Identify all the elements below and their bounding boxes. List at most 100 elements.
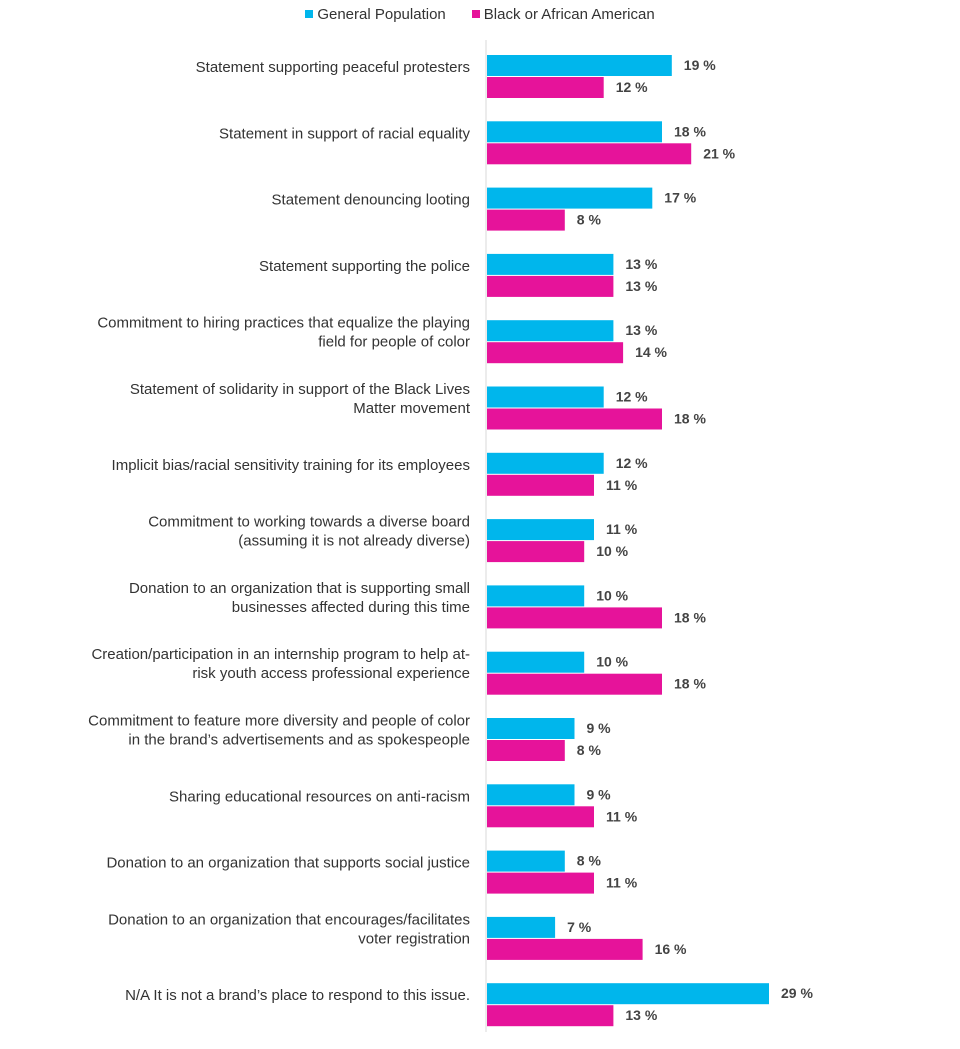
bar-general-population <box>487 718 575 739</box>
bar-general-population <box>487 784 575 806</box>
bar-black-african-american <box>487 77 604 98</box>
value-label-general-population: 17 % <box>664 190 696 206</box>
category-label: Commitment to hiring practices that equa… <box>97 315 470 351</box>
bar-black-african-american <box>487 740 565 761</box>
value-label-general-population: 12 % <box>616 455 648 471</box>
category-label-line: Statement denouncing looting <box>272 192 470 209</box>
bar-black-african-american <box>487 209 565 231</box>
value-label-black-african-american: 13 % <box>625 278 657 294</box>
category-label: Statement supporting the police <box>259 258 470 275</box>
bar-general-population <box>487 585 585 607</box>
bar-general-population <box>487 850 565 872</box>
legend-label-general-population: General Population <box>317 5 446 23</box>
value-label-general-population: 29 % <box>781 985 813 1001</box>
bar-black-african-american <box>487 408 662 430</box>
category-label: N/A It is not a brand’s place to respond… <box>125 987 470 1004</box>
category-label-line: Donation to an organization that encoura… <box>108 911 470 928</box>
value-label-black-african-american: 11 % <box>606 875 638 891</box>
category-label-line: Statement supporting peaceful protesters <box>196 59 470 76</box>
bar-general-population <box>487 651 585 673</box>
value-label-black-african-american: 8 % <box>577 742 602 758</box>
value-label-black-african-american: 13 % <box>625 1007 657 1023</box>
category-label: Donation to an organization that support… <box>106 855 470 872</box>
category-label: Statement denouncing looting <box>272 192 470 209</box>
bar-black-african-american <box>487 938 643 960</box>
category-label: Donation to an organization that is supp… <box>129 580 470 616</box>
category-label: Implicit bias/racial sensitivity trainin… <box>112 457 470 474</box>
category-label-line: (assuming it is not already diverse) <box>238 533 470 550</box>
category-label-line: Statement in support of racial equality <box>219 125 470 142</box>
bar-black-african-american <box>487 872 594 894</box>
value-label-black-african-american: 18 % <box>674 676 706 692</box>
bar-black-african-american <box>487 806 594 828</box>
category-label-line: businesses affected during this time <box>232 599 470 616</box>
category-label-line: risk youth access professional experienc… <box>192 665 470 682</box>
value-label-black-african-american: 18 % <box>674 411 706 427</box>
bar-general-population <box>487 386 604 408</box>
category-label-line: Commitment to feature more diversity and… <box>88 713 470 730</box>
value-label-black-african-american: 14 % <box>635 344 667 360</box>
value-label-general-population: 10 % <box>596 654 628 670</box>
category-label: Statement supporting peaceful protesters <box>196 59 470 76</box>
legend-swatch-general-population <box>305 10 314 18</box>
value-label-general-population: 10 % <box>596 587 628 603</box>
bar-general-population <box>487 55 672 76</box>
value-label-black-african-american: 11 % <box>606 808 638 824</box>
category-label-line: Creation/participation in an internship … <box>91 646 470 663</box>
bar-black-african-american <box>487 1005 614 1027</box>
category-label-line: Commitment to working towards a diverse … <box>148 514 470 531</box>
value-label-black-african-american: 10 % <box>596 543 628 559</box>
category-label-line: voter registration <box>358 930 470 947</box>
legend-item-general-population: General Population <box>305 4 446 24</box>
category-label-line: Donation to an organization that support… <box>106 855 470 872</box>
bar-black-african-american <box>487 474 594 496</box>
bar-black-african-american <box>487 342 624 364</box>
category-label-line: in the brand’s advertisements and as spo… <box>128 732 470 749</box>
bar-general-population <box>487 916 556 938</box>
legend-item-black-african-american: Black or African American <box>471 4 655 24</box>
category-label: Statement in support of racial equality <box>219 125 470 142</box>
bar-general-population <box>487 187 653 209</box>
category-label-line: Donation to an organization that is supp… <box>129 580 470 597</box>
value-label-general-population: 7 % <box>567 919 592 935</box>
category-label-line: Implicit bias/racial sensitivity trainin… <box>112 457 470 474</box>
legend-swatch-black-african-american <box>471 10 480 18</box>
category-label-line: Matter movement <box>353 400 471 417</box>
value-label-general-population: 19 % <box>684 57 716 73</box>
bar-black-african-american <box>487 143 692 165</box>
category-label: Commitment to feature more diversity and… <box>88 713 470 749</box>
value-label-general-population: 12 % <box>616 389 648 405</box>
value-label-black-african-american: 16 % <box>655 941 687 957</box>
value-label-general-population: 18 % <box>674 123 706 139</box>
category-label: Statement of solidarity in support of th… <box>130 381 471 417</box>
category-label: Creation/participation in an internship … <box>91 646 470 682</box>
bar-black-african-american <box>487 673 662 695</box>
bar-general-population <box>487 253 614 275</box>
category-label-line: field for people of color <box>318 334 470 351</box>
value-label-general-population: 9 % <box>587 720 612 736</box>
bar-general-population <box>487 320 614 342</box>
category-label: Donation to an organization that encoura… <box>108 911 470 947</box>
value-label-general-population: 11 % <box>606 521 638 537</box>
bar-black-african-american <box>487 275 614 297</box>
category-label-line: Commitment to hiring practices that equa… <box>97 315 470 332</box>
category-label: Commitment to working towards a diverse … <box>148 514 470 550</box>
value-label-black-african-american: 12 % <box>616 79 648 95</box>
bar-black-african-american <box>487 607 662 629</box>
value-label-general-population: 9 % <box>587 786 612 802</box>
bar-general-population <box>487 519 594 541</box>
value-label-black-african-american: 8 % <box>577 212 602 228</box>
bar-general-population <box>487 983 769 1005</box>
bar-black-african-american <box>487 541 585 563</box>
value-label-black-african-american: 18 % <box>674 609 706 625</box>
category-label-line: Sharing educational resources on anti-ra… <box>169 788 470 805</box>
legend-label-black-african-american: Black or African American <box>483 5 655 23</box>
value-label-general-population: 8 % <box>577 853 602 869</box>
value-label-black-african-american: 21 % <box>703 145 735 161</box>
bar-general-population <box>487 452 604 474</box>
category-label: Sharing educational resources on anti-ra… <box>169 788 470 805</box>
category-label-line: N/A It is not a brand’s place to respond… <box>125 987 470 1004</box>
category-label-line: Statement supporting the police <box>259 258 470 275</box>
category-label-line: Statement of solidarity in support of th… <box>130 381 470 398</box>
